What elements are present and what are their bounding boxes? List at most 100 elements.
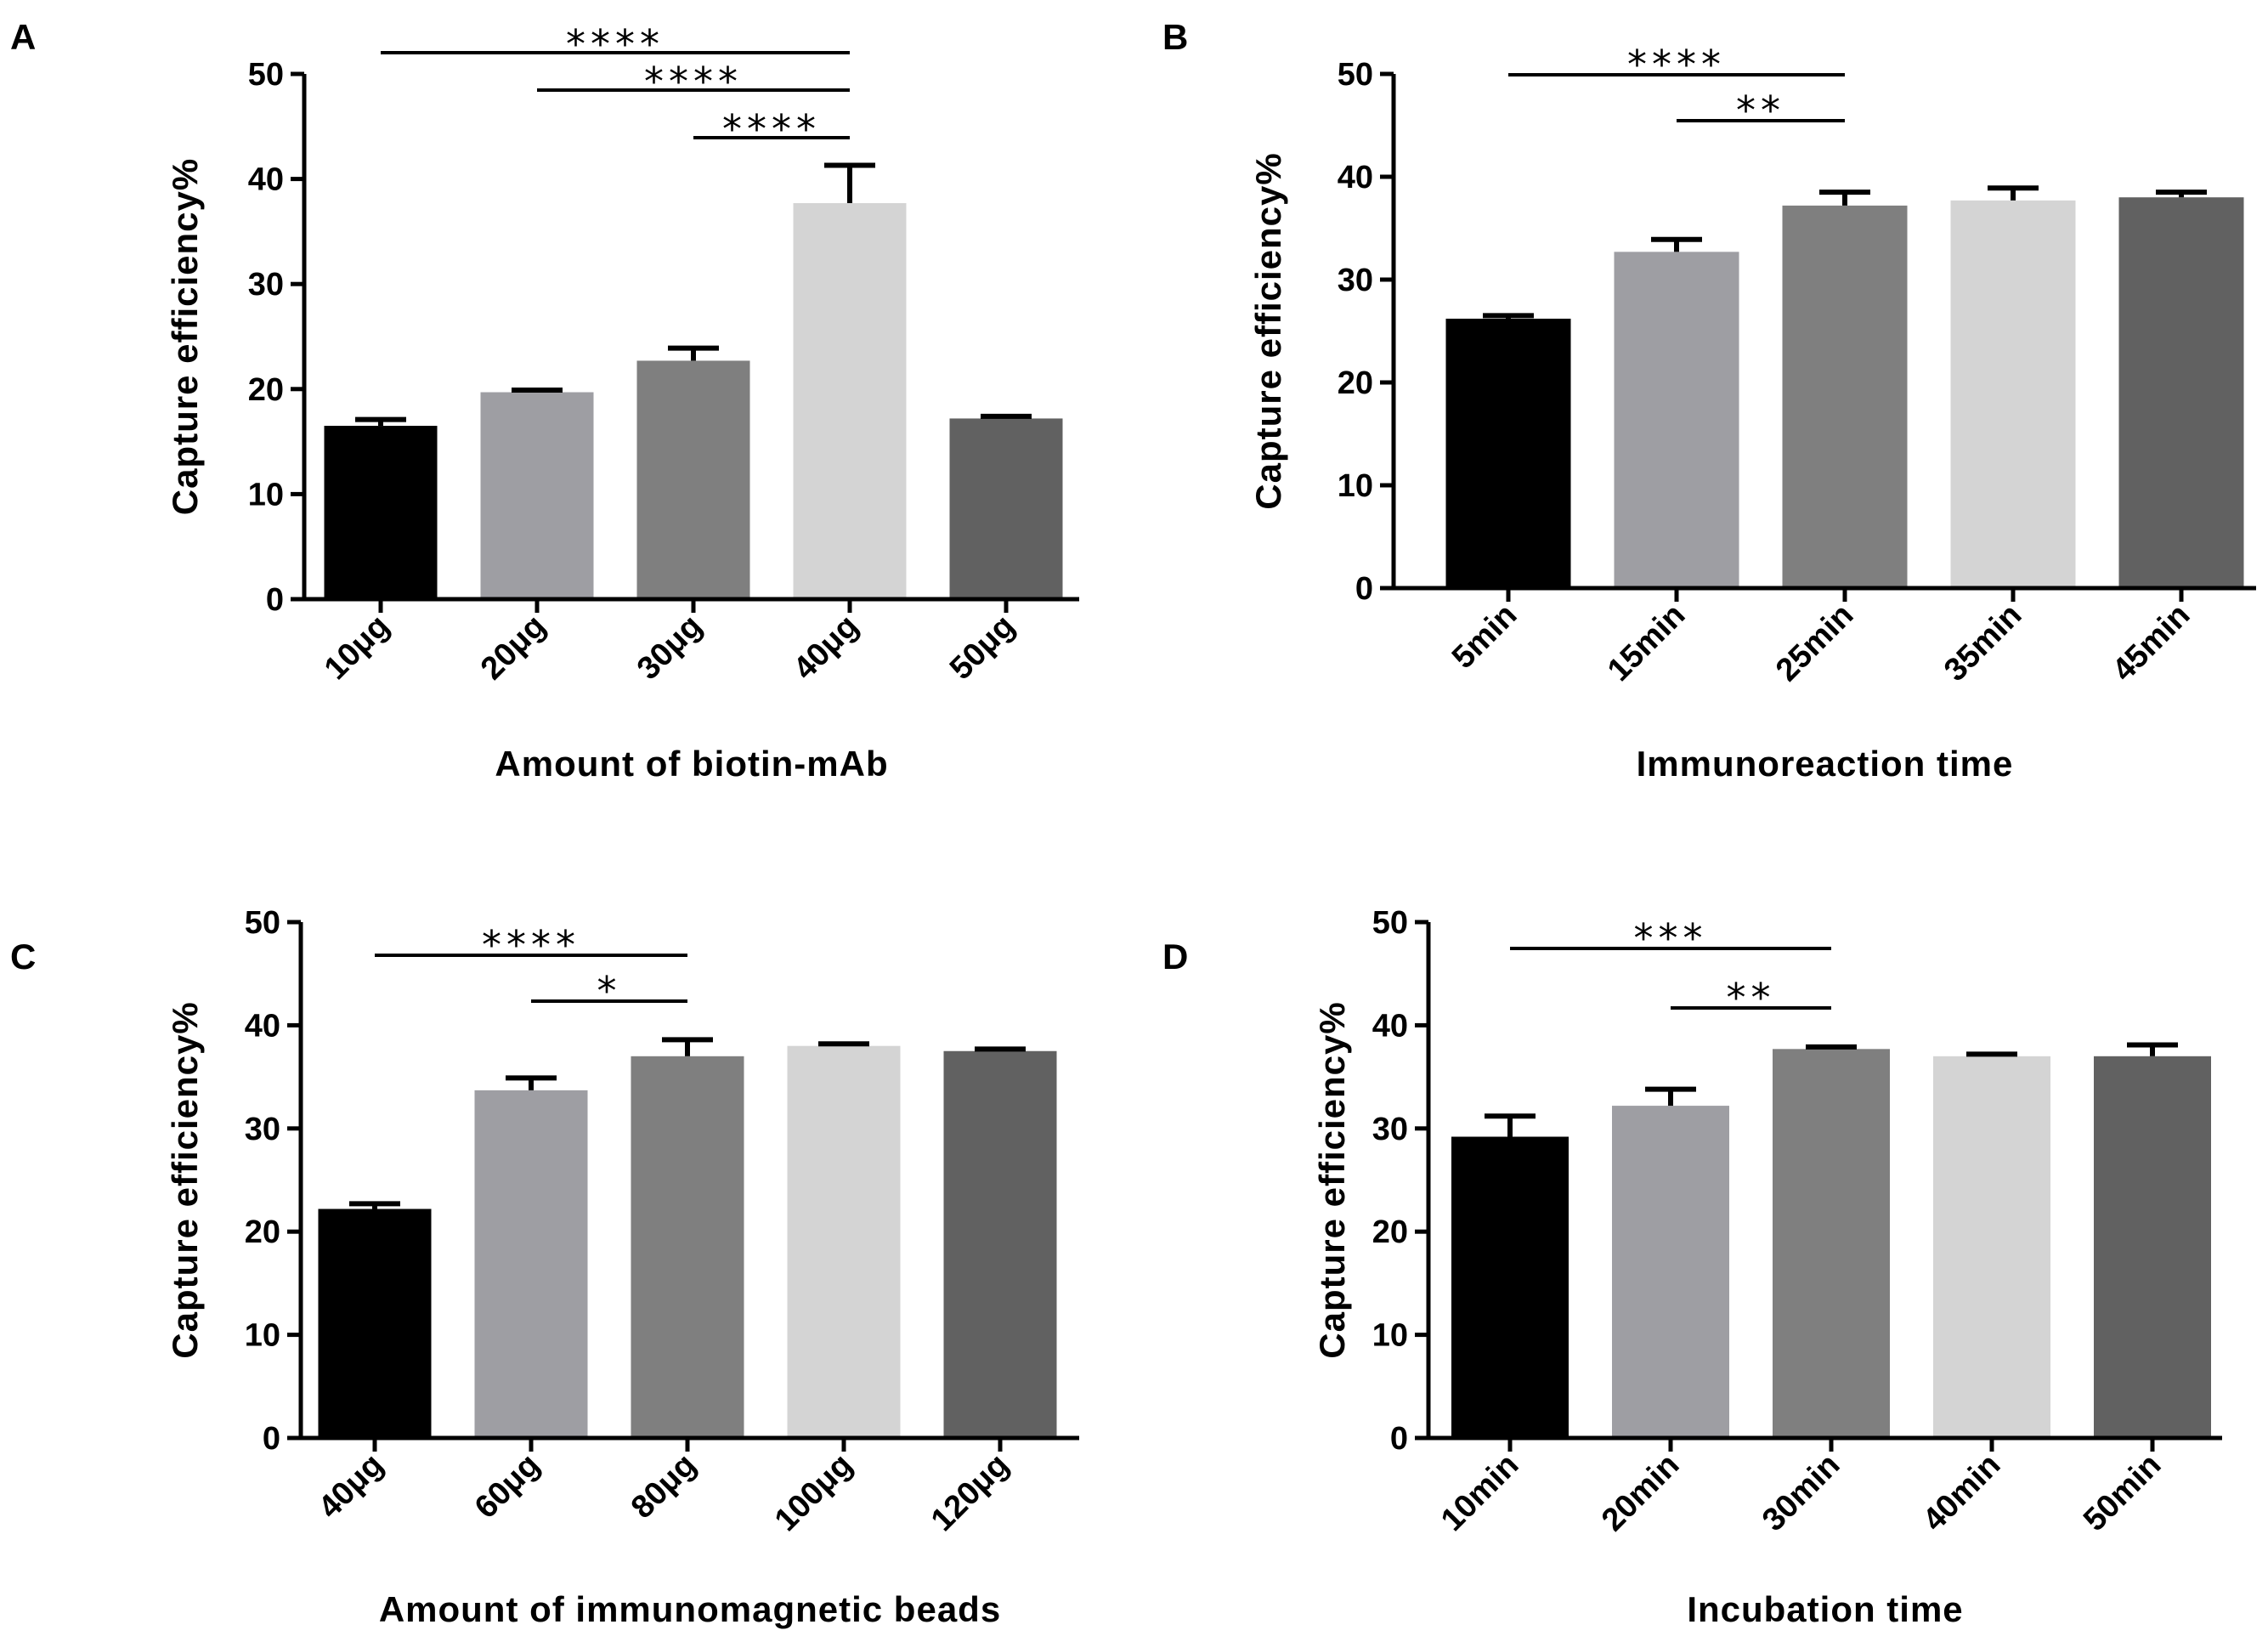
error-bar-d-2 [1645, 1086, 1696, 1107]
sig-label-a-2: **** [644, 59, 743, 105]
x-tick-label-b-1: 5min [1445, 597, 1524, 676]
bar-c-5 [943, 1050, 1057, 1438]
bar-a-1 [324, 426, 438, 599]
error-bar-c-1 [349, 1201, 400, 1209]
x-tick-label-d-4: 40min [1916, 1447, 2007, 1538]
error-bar-b-4 [1988, 185, 2039, 201]
x-tick-label-d-3: 30min [1756, 1447, 1847, 1538]
y-tick-label-b-20: 20 [1338, 365, 1373, 401]
bar-d-3 [1773, 1049, 1890, 1438]
x-tick-label-a-5: 50μg [943, 609, 1021, 687]
x-axis-title-b: Immunoreaction time [1637, 744, 2014, 784]
y-tick-label-a-50: 50 [248, 57, 284, 93]
y-tick-label-c-20: 20 [245, 1214, 280, 1250]
y-tick-label-a-40: 40 [248, 162, 284, 198]
y-tick-label-c-40: 40 [245, 1008, 280, 1044]
bar-d-5 [2094, 1056, 2211, 1438]
x-tick-label-c-2: 60μg [468, 1447, 546, 1526]
sig-label-b-2: ** [1736, 88, 1785, 133]
y-tick-label-d-20: 20 [1372, 1214, 1408, 1250]
y-tick-label-a-20: 20 [248, 372, 284, 408]
panel-label-d: D [1162, 937, 1188, 977]
bar-d-1 [1451, 1136, 1569, 1438]
x-tick-label-d-5: 50min [2077, 1447, 2168, 1538]
y-tick-label-b-40: 40 [1338, 160, 1373, 195]
x-tick-label-c-1: 40μg [312, 1447, 390, 1526]
error-bar-a-4 [824, 162, 875, 204]
bar-a-5 [949, 418, 1063, 599]
y-tick-label-d-10: 10 [1372, 1318, 1408, 1354]
bar-b-4 [1950, 200, 2076, 588]
y-tick-label-c-10: 10 [245, 1318, 280, 1354]
panel-d: D 0 10 20 30 40 50 10min 20min 30min 40min 50min Cap… [1162, 905, 2222, 1629]
error-bar-b-2 [1651, 236, 1702, 252]
y-tick-label-d-0: 0 [1390, 1421, 1408, 1457]
bar-a-3 [636, 360, 750, 599]
x-tick-label-c-4: 100μg [768, 1447, 859, 1538]
x-tick-label-c-3: 80μg [625, 1447, 703, 1526]
y-axis-title-d: Capture efficiency% [1312, 1001, 1352, 1358]
sig-label-d-2: ** [1727, 975, 1776, 1021]
error-bar-a-2 [512, 388, 563, 393]
x-axis-title-d: Incubation time [1687, 1589, 1963, 1629]
y-tick-label-c-0: 0 [263, 1421, 280, 1457]
x-tick-label-b-3: 25min [1769, 597, 1860, 688]
panel-label-b: B [1162, 17, 1188, 57]
bar-b-1 [1445, 318, 1571, 588]
error-bar-a-5 [981, 413, 1032, 419]
x-tick-label-a-3: 30μg [631, 609, 709, 687]
y-axis-title-c: Capture efficiency% [165, 1001, 205, 1358]
error-bar-a-3 [668, 345, 719, 361]
error-bar-d-5 [2127, 1042, 2178, 1056]
y-tick-label-d-30: 30 [1372, 1112, 1408, 1147]
x-tick-label-b-5: 45min [2106, 597, 2197, 688]
y-tick-label-b-50: 50 [1338, 57, 1373, 93]
x-tick-label-a-4: 40μg [787, 609, 865, 687]
sig-label-b-1: **** [1627, 42, 1726, 88]
x-tick-label-a-1: 10μg [318, 609, 396, 687]
x-tick-label-d-2: 20min [1595, 1447, 1686, 1538]
panel-a: A 0 10 20 30 40 50 10μg 20μg 30μg 40μg 50μg Capture … [10, 17, 1079, 784]
bar-b-3 [1782, 205, 1908, 588]
x-tick-label-a-2: 20μg [474, 609, 552, 687]
bar-b-2 [1614, 252, 1739, 588]
sig-label-c-1: **** [482, 922, 580, 968]
x-tick-label-b-4: 35min [1937, 597, 2028, 688]
y-tick-label-c-50: 50 [245, 905, 280, 941]
sig-label-a-1: **** [566, 21, 665, 67]
sig-label-c-2: * [597, 968, 622, 1014]
y-tick-label-b-30: 30 [1338, 263, 1373, 298]
x-axis-title-a: Amount of biotin-mAb [495, 744, 888, 784]
y-tick-label-a-30: 30 [248, 267, 284, 303]
y-tick-label-d-50: 50 [1372, 905, 1408, 941]
error-bar-c-5 [975, 1046, 1026, 1052]
y-tick-label-a-0: 0 [266, 582, 284, 618]
y-axis-title-b: Capture efficiency% [1248, 152, 1288, 509]
error-bar-a-1 [355, 416, 406, 427]
y-tick-label-b-0: 0 [1355, 571, 1373, 607]
panel-label-c: C [10, 937, 36, 977]
y-axis-title-a: Capture efficiency% [165, 158, 205, 515]
x-tick-label-d-1: 10min [1434, 1447, 1525, 1538]
x-tick-label-b-2: 15min [1601, 597, 1692, 688]
bar-a-4 [793, 203, 907, 599]
panel-label-a: A [10, 17, 36, 57]
bar-c-4 [787, 1045, 901, 1438]
bar-d-4 [1933, 1056, 2050, 1438]
bar-c-1 [318, 1209, 432, 1438]
bar-d-2 [1612, 1106, 1729, 1438]
y-tick-label-b-10: 10 [1338, 468, 1373, 504]
panel-c: C 0 10 20 30 40 50 40μg 60μg 80μg 100μg 120μg Captur… [10, 905, 1079, 1629]
bar-b-5 [2118, 197, 2244, 588]
error-bar-b-3 [1819, 190, 1870, 206]
x-axis-title-c: Amount of immunomagnetic beads [379, 1589, 1001, 1629]
bar-a-2 [480, 392, 594, 599]
error-bar-b-1 [1483, 313, 1534, 319]
error-bar-c-2 [506, 1075, 557, 1090]
y-tick-label-c-30: 30 [245, 1112, 280, 1147]
error-bar-c-3 [662, 1037, 713, 1056]
x-tick-label-c-5: 120μg [925, 1447, 1015, 1538]
sig-label-d-1: *** [1634, 915, 1708, 961]
error-bar-b-5 [2156, 190, 2207, 198]
